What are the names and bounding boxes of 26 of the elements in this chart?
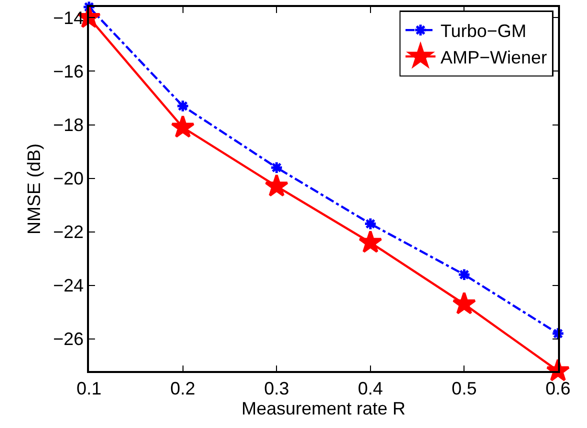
x-tick-label: 0.1	[76, 378, 102, 398]
legend-label: Turbo−GM	[440, 21, 526, 42]
legend-label: AMP−Wiener	[440, 47, 548, 68]
point	[358, 230, 382, 253]
point	[264, 174, 288, 197]
point	[452, 292, 476, 314]
y-tick-label: −22	[53, 222, 84, 242]
y-tick-label: −24	[53, 276, 84, 296]
y-axis-title: NMSE (dB)	[24, 143, 44, 235]
y-tick-label: −18	[53, 115, 84, 136]
y-tick-label: −26	[53, 329, 84, 350]
x-tick-label: 0.4	[358, 378, 383, 398]
point	[270, 160, 284, 174]
point	[82, 0, 96, 14]
point	[364, 217, 378, 230]
x-tick-label: 0.2	[170, 378, 196, 398]
point	[176, 99, 190, 113]
x-tick-label: 0.3	[264, 378, 290, 398]
x-tick-label: 0.5	[452, 378, 477, 398]
x-tick-label: 0.6	[545, 378, 571, 398]
y-tick-label: −20	[53, 168, 84, 189]
point	[551, 326, 565, 340]
x-axis-title: Measurement rate R	[241, 398, 406, 418]
y-tick-label: −16	[53, 62, 84, 82]
point	[458, 268, 471, 282]
point	[170, 114, 195, 138]
